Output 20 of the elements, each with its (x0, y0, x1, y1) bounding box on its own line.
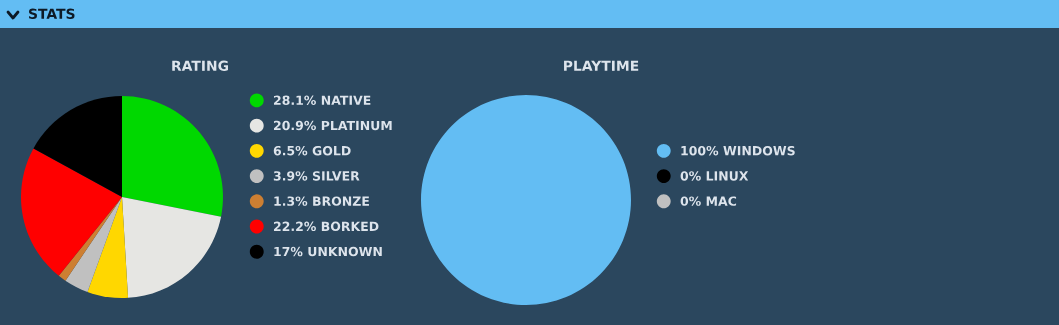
legend-label: 0% LINUX (680, 171, 749, 181)
pie-slice (122, 96, 223, 217)
legend-label: 22.2% BORKED (273, 221, 379, 232)
legend-label: 1.3% BRONZE (274, 196, 369, 206)
chart-title: RATING (172, 60, 228, 72)
legend-label: 0% MAC (680, 196, 737, 206)
legend-label: 17% UNKNOWN (274, 246, 382, 257)
legend-label: 6.5% GOLD (273, 145, 351, 156)
legend-label: 20.9% PLATINUM (273, 120, 392, 131)
legend-label: 28.1% NATIVE (273, 95, 371, 105)
pie-slice (21, 148, 122, 276)
pie-slice (65, 197, 122, 292)
text: STATS (29, 8, 75, 20)
pie-slice (87, 197, 129, 298)
legend-label: 3.9% SILVER (273, 171, 360, 181)
pie-slice (122, 197, 222, 298)
pie-slice (33, 96, 122, 197)
chart-title: PLAYTIME (564, 60, 639, 71)
pie-slice (58, 197, 122, 281)
legend-label: 100% WINDOWS (681, 145, 795, 156)
